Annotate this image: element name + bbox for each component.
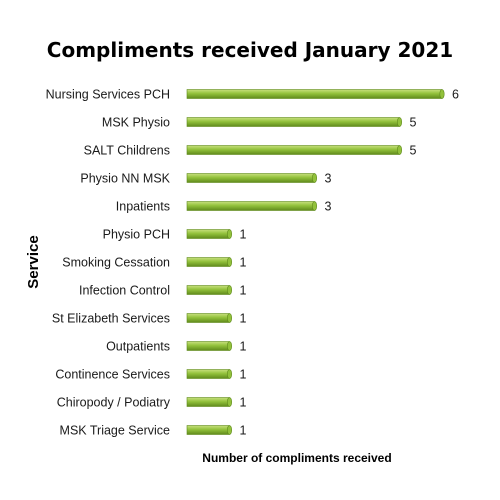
data-label: 1 bbox=[240, 424, 247, 438]
x-axis-title: Number of compliments received bbox=[202, 451, 391, 465]
bar-end-cap bbox=[227, 285, 233, 295]
data-label: 3 bbox=[325, 172, 332, 186]
data-label: 5 bbox=[410, 144, 417, 158]
bar bbox=[186, 201, 315, 211]
bar bbox=[186, 145, 400, 155]
bar bbox=[186, 285, 230, 295]
category-label: Outpatients bbox=[106, 340, 170, 354]
bar-end-cap bbox=[227, 257, 233, 267]
bar bbox=[186, 313, 230, 323]
category-label: Physio PCH bbox=[103, 228, 170, 242]
category-label: SALT Childrens bbox=[84, 144, 170, 158]
bar-end-cap bbox=[311, 173, 317, 183]
data-label: 1 bbox=[240, 228, 247, 242]
category-label: St Elizabeth Services bbox=[52, 312, 170, 326]
bar-end-cap bbox=[227, 369, 233, 379]
category-label: Chiropody / Podiatry bbox=[57, 396, 171, 410]
bar bbox=[186, 229, 230, 239]
bar-end-cap bbox=[227, 425, 233, 435]
bar bbox=[186, 173, 315, 183]
bar bbox=[186, 257, 230, 267]
category-label: Nursing Services PCH bbox=[46, 88, 170, 102]
data-label: 6 bbox=[452, 88, 459, 102]
y-axis-title: Service bbox=[25, 235, 42, 288]
bar bbox=[186, 117, 400, 127]
bar-end-cap bbox=[227, 341, 233, 351]
bar-end-cap bbox=[227, 229, 233, 239]
category-label: Smoking Cessation bbox=[62, 256, 170, 270]
category-label: Physio NN MSK bbox=[80, 172, 170, 186]
category-label: Infection Control bbox=[79, 284, 170, 298]
data-label: 1 bbox=[240, 396, 247, 410]
bar-end-cap bbox=[311, 201, 317, 211]
category-label: MSK Triage Service bbox=[60, 424, 171, 438]
bar-end-cap bbox=[227, 313, 233, 323]
data-label: 1 bbox=[240, 312, 247, 326]
bar bbox=[186, 369, 230, 379]
bar-end-cap bbox=[396, 145, 402, 155]
bar-end-cap bbox=[439, 89, 445, 99]
chart-title: Compliments received January 2021 bbox=[47, 38, 453, 62]
data-label: 1 bbox=[240, 340, 247, 354]
category-label: Inpatients bbox=[116, 200, 170, 214]
bar bbox=[186, 425, 230, 435]
category-label: MSK Physio bbox=[102, 116, 170, 130]
bar-end-cap bbox=[227, 397, 233, 407]
category-label: Continence Services bbox=[55, 368, 170, 382]
bar bbox=[186, 89, 443, 99]
data-label: 1 bbox=[240, 368, 247, 382]
data-label: 1 bbox=[240, 256, 247, 270]
bar bbox=[186, 397, 230, 407]
bar-end-cap bbox=[396, 117, 402, 127]
data-label: 1 bbox=[240, 284, 247, 298]
data-label: 3 bbox=[325, 200, 332, 214]
bar bbox=[186, 341, 230, 351]
plot-area: Nursing Services PCH 6 MSK Physio 5 SALT Chi… bbox=[46, 88, 459, 438]
data-label: 5 bbox=[410, 116, 417, 130]
